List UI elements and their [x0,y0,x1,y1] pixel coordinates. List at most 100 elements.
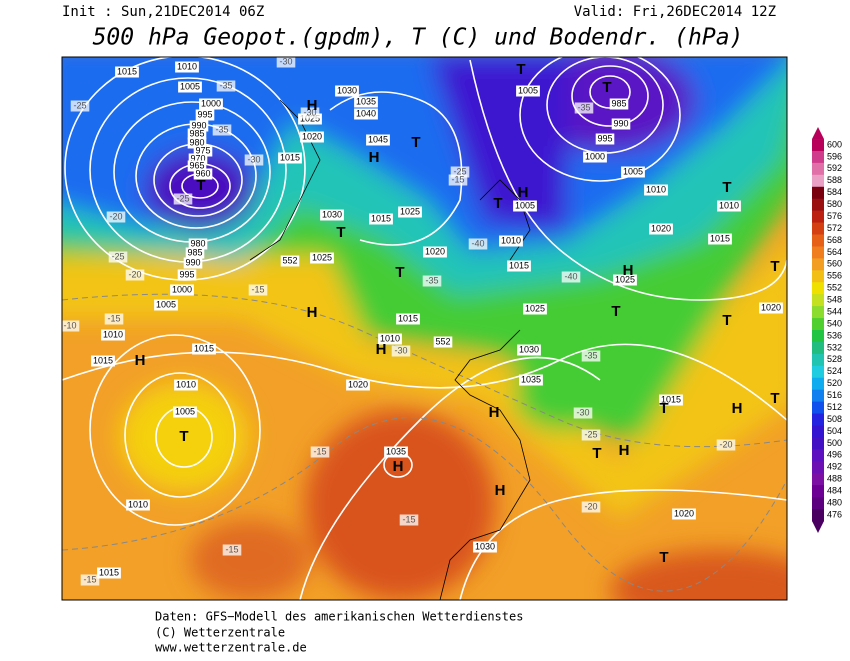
colorbar-label: 540 [827,318,842,328]
colorbar-band [812,139,824,152]
pressure-label: 1035 [356,96,376,106]
pressure-label-bg [298,113,322,125]
pressure-label: 1020 [761,302,781,312]
colorbar-band [812,485,824,498]
pressure-label-bg [644,184,668,196]
temperature-label-bg [216,80,236,92]
pressure-label: 1020 [674,508,694,518]
pressure-label-bg [595,133,615,145]
pressure-label-bg [185,247,205,259]
colorbar-bottom-arrow [812,520,824,533]
colorbar-label: 480 [827,497,842,507]
pressure-label: 1025 [400,206,420,216]
pressure-label-bg [188,153,208,165]
colorbar-label: 588 [827,175,842,185]
temperature-label-bg [248,284,268,296]
map-title: 500 hPa Geopot.(gpdm), T (C) und Bodendr… [93,25,744,51]
temperature-label-bg [212,124,232,136]
pressure-label: 1005 [515,200,535,210]
colorbar-top-arrow [812,127,824,140]
pressure-label: 1015 [99,567,119,577]
pressure-label: 990 [191,120,206,130]
pressure-label-bg [174,379,198,391]
pressure-label: 1030 [519,344,539,354]
temperature-label: -30 [247,154,260,164]
pressure-label: 1005 [156,299,176,309]
pressure-label-bg [188,238,208,250]
temperature-label: -15 [451,174,464,184]
pressure-label: 1015 [710,233,730,243]
colorbar: 600 596 592 588 584 580 576 572 568 564 560 556 552 5… [812,127,842,533]
temperature-label: -40 [471,238,484,248]
pressure-label: 1010 [177,61,197,71]
pressure-center: T [592,445,601,462]
colorbar-band [812,353,824,367]
pressure-label: 1005 [623,166,643,176]
temperature-label: -20 [719,439,732,449]
colorbar-band [812,330,824,343]
colorbar-label: 556 [827,271,842,281]
colorbar-label: 584 [827,187,842,197]
pressure-label-bg [170,284,194,296]
pressure-center: T [336,224,345,241]
pressure-label-bg [310,252,334,264]
colorbar-label: 496 [827,450,842,460]
geopotential-label: 552 [282,255,297,265]
pressure-label: 1020 [651,223,671,233]
colorbar-band [812,174,824,188]
pressure-center: T [493,195,502,212]
pressure-label-bg [115,66,139,78]
map-frame [61,56,788,601]
temperature-label-bg [448,174,468,186]
colorbar-band [812,294,824,307]
temperature-label: -20 [584,501,597,511]
pressure-center: T [770,258,779,275]
colorbar-band [812,413,824,426]
temperature-label: -10 [63,320,76,330]
pressure-label: 990 [185,257,200,267]
pressure-label-bg [193,145,213,157]
pressure-label-bg [611,118,631,130]
pressure-center: H [518,184,529,201]
temperature-label: -25 [73,100,86,110]
colorbar-label: 592 [827,163,842,173]
temperature-label-bg [106,211,126,223]
colorbar-label: 552 [827,283,842,293]
pressure-label: 1015 [117,66,137,76]
pressure-label-bg [708,233,732,245]
pressure-label-bg [499,235,523,247]
temperature-label-bg [104,313,124,325]
pressure-center: T [659,549,668,566]
temperature-label-bg [80,574,100,586]
pressure-label-bg [583,151,607,163]
temperature-label: -30 [394,345,407,355]
pressure-label-bg [423,246,447,258]
pressure-label-bg [354,108,378,120]
pressure-label: 1000 [172,284,192,294]
pressure-label-bg [126,499,150,511]
colorbar-band [812,461,824,474]
pressure-center: T [196,177,205,194]
pressure-label: 980 [189,137,204,147]
pressure-label: 985 [187,247,202,257]
pressure-center: H [623,262,634,279]
pressure-center: H [489,404,500,421]
pressure-label: 1015 [661,394,681,404]
temperature-label: -25 [176,193,189,203]
isotherms [62,293,787,592]
temperature-label: -20 [109,211,122,221]
temperature-label: -15 [225,544,238,554]
colorbar-band [812,437,824,450]
pressure-label: 1020 [425,246,445,256]
pressure-center: H [135,352,146,369]
pressure-label-bg [517,344,541,356]
colorbar-band [812,150,824,164]
colorbar-label: 504 [827,426,842,436]
pressure-label-bg [609,98,629,110]
pressure-center: T [516,61,525,78]
colorbar-band [812,365,824,379]
temperature-label-bg [276,57,296,68]
pressure-label: 975 [195,145,210,155]
temperature-label-bg [300,107,320,119]
pressure-label-bg [621,166,645,178]
